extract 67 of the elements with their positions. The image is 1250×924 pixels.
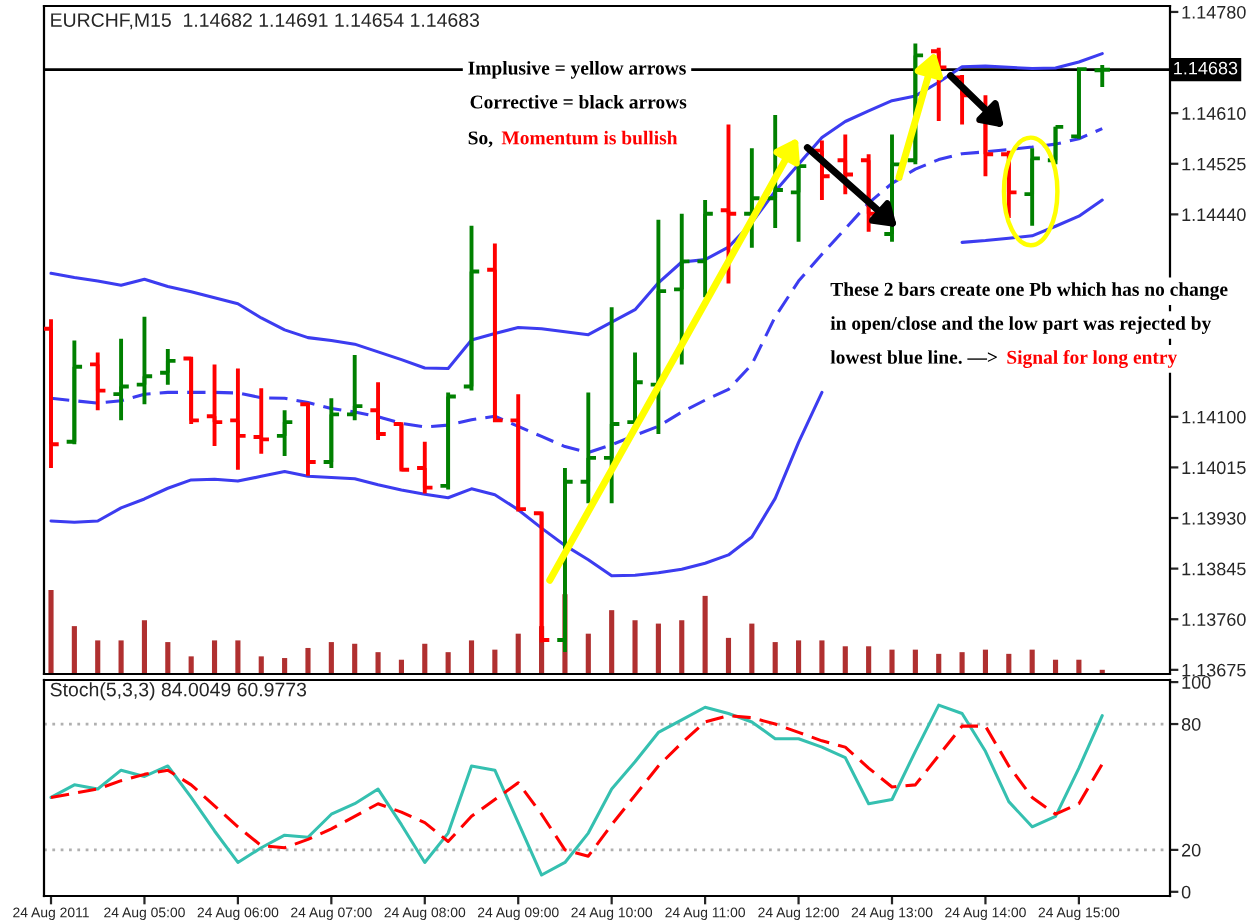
bar bbox=[795, 640, 802, 674]
bar bbox=[211, 640, 218, 674]
bar bbox=[609, 610, 615, 674]
y-tick-label: 1.14780 bbox=[1182, 5, 1246, 19]
y-tick-label: 1.13845 bbox=[1182, 562, 1246, 576]
annotation: So, bbox=[468, 131, 493, 148]
y-tick-label: 1.13760 bbox=[1182, 613, 1246, 626]
bar bbox=[141, 620, 148, 674]
y-tick-label: 1.14440 bbox=[1182, 208, 1246, 222]
annotation: lowest blue line. —> bbox=[830, 350, 997, 364]
bar bbox=[982, 649, 989, 674]
bar bbox=[165, 642, 171, 674]
bar bbox=[585, 633, 591, 674]
annotation: Signal for long entry bbox=[1007, 349, 1178, 368]
annotation: Corrective = black arrows bbox=[470, 94, 687, 109]
chart-title: EURCHF,M15 1.14682 1.14691 1.14654 1.14683 bbox=[51, 13, 480, 30]
y-tick-label: 1.14525 bbox=[1182, 157, 1246, 171]
y-tick-label: 1.14015 bbox=[1182, 461, 1246, 475]
bar bbox=[305, 647, 311, 674]
bar bbox=[655, 623, 661, 674]
bar bbox=[282, 658, 288, 674]
bar bbox=[866, 646, 872, 674]
bar bbox=[725, 637, 732, 674]
bar bbox=[632, 620, 638, 674]
y-tick-label: 1.13930 bbox=[1182, 511, 1246, 525]
bar bbox=[118, 640, 124, 674]
y-tick-label: 1.14610 bbox=[1182, 107, 1246, 120]
bar bbox=[422, 643, 428, 674]
chart-title: Stoch(5,3,3) 84.0049 60.9773 bbox=[50, 682, 307, 701]
bar bbox=[936, 653, 942, 674]
bar bbox=[492, 649, 498, 674]
ref-line-label: 1.14683 bbox=[1174, 61, 1238, 75]
y-tick-label: 1.14100 bbox=[1182, 410, 1246, 424]
y-tick-label: 100 bbox=[1182, 676, 1211, 689]
bar bbox=[188, 656, 194, 674]
bar bbox=[328, 642, 334, 674]
bar bbox=[842, 646, 848, 674]
annotation: Momentum is bullish bbox=[501, 130, 678, 145]
bar bbox=[445, 652, 451, 674]
bar bbox=[749, 623, 755, 674]
y-tick-label: 1.13675 bbox=[1182, 663, 1246, 677]
bar bbox=[772, 642, 778, 674]
bar bbox=[258, 656, 264, 674]
y-tick-label: 80 bbox=[1181, 717, 1201, 731]
bar bbox=[515, 633, 521, 674]
bar bbox=[95, 640, 101, 674]
bar bbox=[375, 652, 381, 674]
bar bbox=[889, 649, 895, 674]
line-series bbox=[49, 703, 1104, 877]
bar bbox=[468, 640, 475, 674]
annotation: in open/close and the low part was rejected by bbox=[830, 316, 1212, 334]
annotation: Implusive = yellow arrows bbox=[468, 60, 686, 79]
bar bbox=[679, 620, 685, 674]
y-tick-label: 0 bbox=[1181, 885, 1191, 899]
y-tick-label: 20 bbox=[1182, 843, 1201, 857]
bar bbox=[48, 590, 54, 674]
bar bbox=[912, 649, 918, 674]
bar bbox=[819, 640, 825, 674]
bar bbox=[235, 640, 241, 674]
bar bbox=[1006, 653, 1012, 674]
bar bbox=[1029, 649, 1035, 674]
bar bbox=[702, 595, 708, 674]
bar bbox=[959, 652, 965, 674]
bar bbox=[71, 626, 77, 674]
line-series bbox=[49, 714, 1104, 858]
bar bbox=[352, 643, 358, 674]
annotation: These 2 bars create one Pb which has no change bbox=[830, 282, 1228, 301]
